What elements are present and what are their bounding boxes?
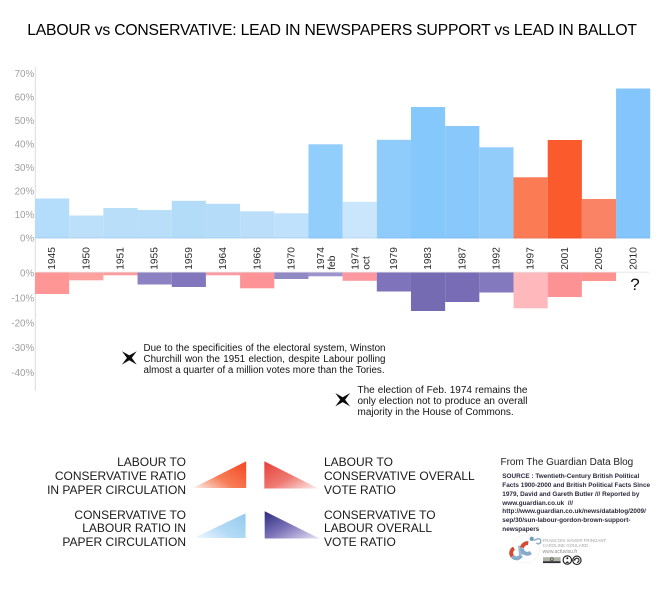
svg-text:1979: 1979 [389,247,400,270]
svg-text:1974feb: 1974feb [316,247,338,270]
svg-text:1970: 1970 [287,247,298,270]
svg-text:50%: 50% [15,116,35,127]
svg-text:1945: 1945 [47,247,58,270]
svg-text:1955: 1955 [150,247,161,270]
svg-text:30%: 30% [15,163,35,174]
svg-text:-10%: -10% [11,293,34,304]
svg-text:60%: 60% [15,93,35,104]
svg-text:10%: 10% [15,210,35,221]
svg-text:1964: 1964 [218,247,229,270]
svg-text:0%: 0% [20,234,34,245]
svg-text:-30%: -30% [11,343,34,354]
svg-text:1950: 1950 [81,247,92,270]
svg-text:1997: 1997 [526,247,537,270]
svg-text:1951: 1951 [116,247,127,270]
svg-text:20%: 20% [15,187,35,198]
svg-text:0%: 0% [20,269,34,280]
svg-text:1983: 1983 [423,247,434,270]
svg-text:1966: 1966 [252,247,263,270]
svg-text:2010: 2010 [628,247,639,270]
svg-text:?: ? [630,275,639,294]
svg-text:70%: 70% [15,69,35,80]
svg-text:40%: 40% [15,140,35,151]
svg-text:1987: 1987 [457,247,468,270]
svg-text:1959: 1959 [184,247,195,270]
svg-text:2001: 2001 [560,247,571,270]
svg-text:1974oct: 1974oct [350,247,372,270]
svg-text:1992: 1992 [492,247,503,270]
svg-text:-20%: -20% [11,318,34,329]
svg-text:-40%: -40% [11,368,34,379]
svg-text:2005: 2005 [594,247,605,270]
